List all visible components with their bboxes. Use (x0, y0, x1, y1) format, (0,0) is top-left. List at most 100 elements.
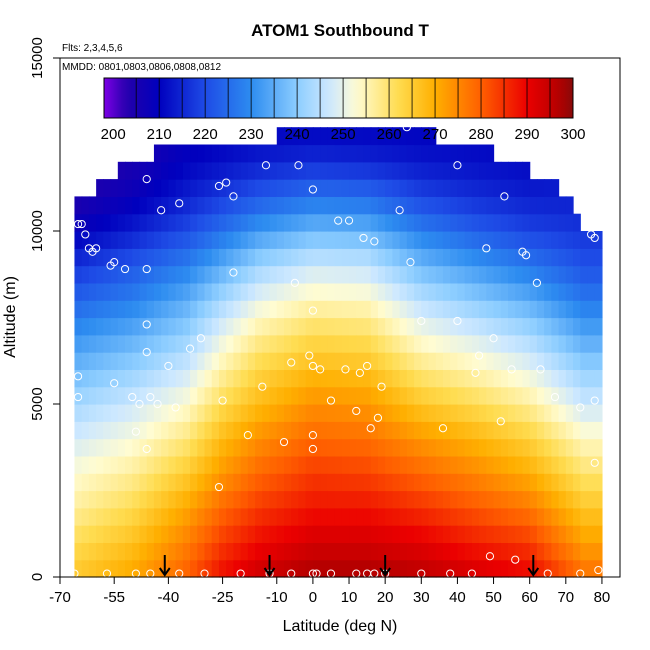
heatmap-cell (117, 507, 126, 526)
heatmap-cell (363, 300, 372, 319)
heatmap-cell (233, 404, 242, 422)
heatmap-cell (349, 127, 357, 146)
heatmap-cell (522, 317, 531, 336)
heatmap-cell (320, 265, 328, 284)
heatmap-cell (320, 473, 328, 492)
heatmap-cell (392, 161, 401, 180)
heatmap-cell (132, 161, 141, 180)
heatmap-cell (240, 196, 249, 215)
heatmap-cell (74, 507, 83, 526)
heatmap-cell (529, 507, 538, 526)
heatmap-cell (262, 507, 271, 526)
heatmap-cell (262, 369, 271, 388)
heatmap-cell (565, 455, 574, 474)
heatmap-cell (399, 265, 408, 284)
heatmap-cells (74, 127, 603, 578)
heatmap-cell (269, 369, 278, 388)
heatmap-cell (197, 213, 206, 232)
heatmap-cell (558, 334, 567, 353)
observation-point (417, 316, 426, 326)
heatmap-cell (182, 317, 191, 336)
heatmap-cell (276, 161, 285, 180)
heatmap-cell (269, 179, 278, 197)
heatmap-cell (305, 248, 314, 267)
heatmap-cell (96, 231, 104, 249)
heatmap-cell (370, 369, 379, 388)
heatmap-cell (255, 421, 263, 440)
heatmap-cell (139, 231, 148, 249)
heatmap-cell (233, 438, 242, 457)
heatmap-cell (247, 231, 256, 249)
heatmap-cell (450, 300, 459, 319)
heatmap-cell (247, 404, 256, 422)
heatmap-cell (125, 317, 133, 336)
heatmap-cell (153, 231, 162, 249)
heatmap-cell (125, 300, 133, 319)
heatmap-cell (146, 179, 155, 197)
heatmap-cell (284, 196, 292, 215)
heatmap-cell (573, 507, 581, 526)
heatmap-cell (161, 473, 169, 492)
heatmap-cell (529, 473, 538, 492)
heatmap-cell (298, 455, 307, 474)
heatmap-cell (255, 490, 263, 509)
heatmap-cell (276, 525, 285, 543)
heatmap-cell (96, 507, 104, 526)
heatmap-cell (385, 196, 393, 215)
observation-point (218, 396, 227, 405)
heatmap-cell (96, 352, 104, 370)
heatmap-cell (233, 144, 242, 163)
heatmap-cell (399, 213, 408, 232)
observation-point (308, 185, 317, 194)
heatmap-cell (74, 369, 83, 388)
heatmap-cell (349, 386, 357, 405)
heatmap-cell (110, 265, 119, 284)
heatmap-cell (356, 507, 365, 526)
heatmap-cell (226, 559, 235, 578)
observation-points (70, 123, 603, 578)
heatmap-cell (479, 525, 487, 543)
heatmap-cell (349, 352, 357, 370)
heatmap-cell (262, 282, 271, 301)
heatmap-cell (218, 490, 227, 509)
heatmap-cell (529, 438, 538, 457)
heatmap-cell (565, 369, 574, 388)
heatmap-cell (428, 127, 437, 146)
heatmap-cell (508, 352, 516, 370)
heatmap-cell (399, 404, 408, 422)
heatmap-cell (493, 490, 502, 509)
heatmap-cell (356, 127, 365, 146)
heatmap-cell (81, 369, 90, 388)
heatmap-cell (276, 455, 285, 474)
heatmap-cell (414, 317, 422, 336)
heatmap-cell (218, 161, 227, 180)
heatmap-cell (450, 490, 459, 509)
heatmap-cell (471, 438, 480, 457)
heatmap-cell (125, 438, 133, 457)
heatmap-cell (233, 248, 242, 267)
heatmap-cell (262, 300, 271, 319)
heatmap-cell (370, 300, 379, 319)
heatmap-cell (125, 455, 133, 474)
heatmap-cell (442, 213, 451, 232)
x-axis-label: Latitude (deg N) (283, 618, 398, 635)
heatmap-cell (110, 231, 119, 249)
heatmap-cell (471, 196, 480, 215)
heatmap-cell (88, 317, 97, 336)
heatmap-cell (573, 317, 581, 336)
heatmap-cell (341, 265, 350, 284)
heatmap-cell (508, 542, 516, 561)
heatmap-cell (515, 404, 524, 422)
heatmap-cell (204, 300, 213, 319)
heatmap-cell (81, 438, 90, 457)
heatmap-cell (182, 161, 191, 180)
heatmap-cell (153, 473, 162, 492)
heatmap-cell (320, 248, 328, 267)
heatmap-cell (320, 213, 328, 232)
heatmap-cell (211, 231, 220, 249)
heatmap-cell (370, 231, 379, 249)
heatmap-cell (500, 386, 509, 405)
heatmap-cell (349, 525, 357, 543)
heatmap-cell (356, 352, 365, 370)
heatmap-cell (544, 386, 552, 405)
